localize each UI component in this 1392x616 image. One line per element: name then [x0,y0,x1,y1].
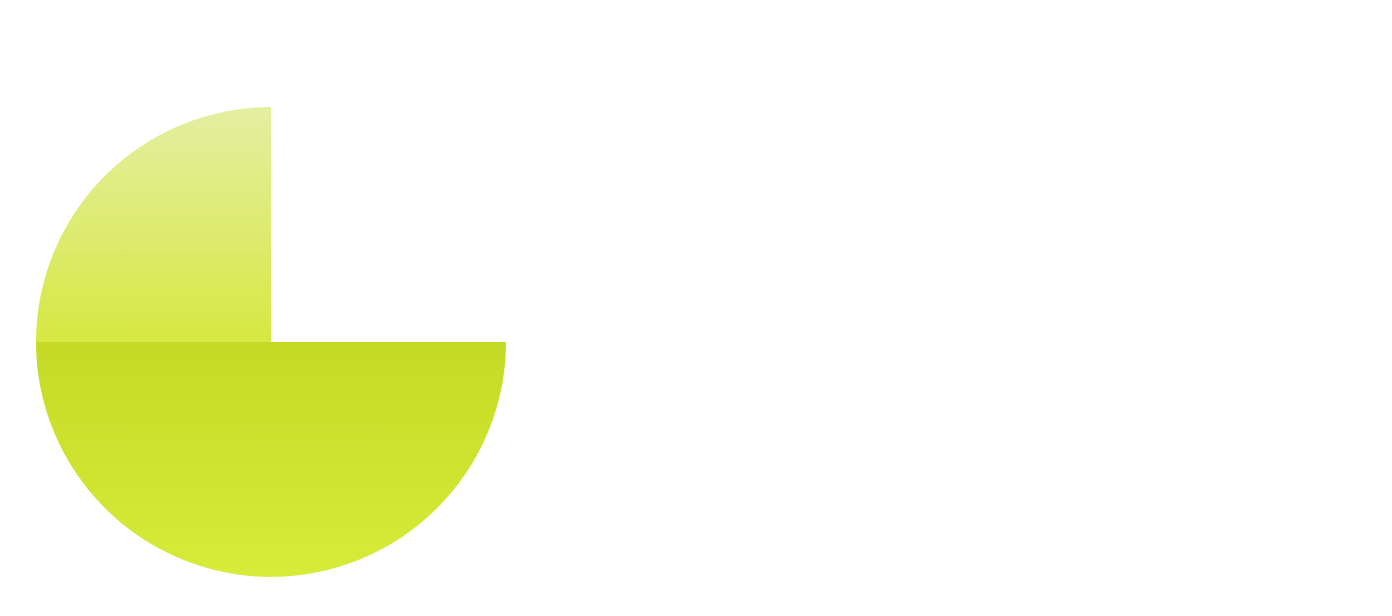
upper-left-quarter-disc [36,107,271,342]
lower-half-disc [36,342,506,577]
